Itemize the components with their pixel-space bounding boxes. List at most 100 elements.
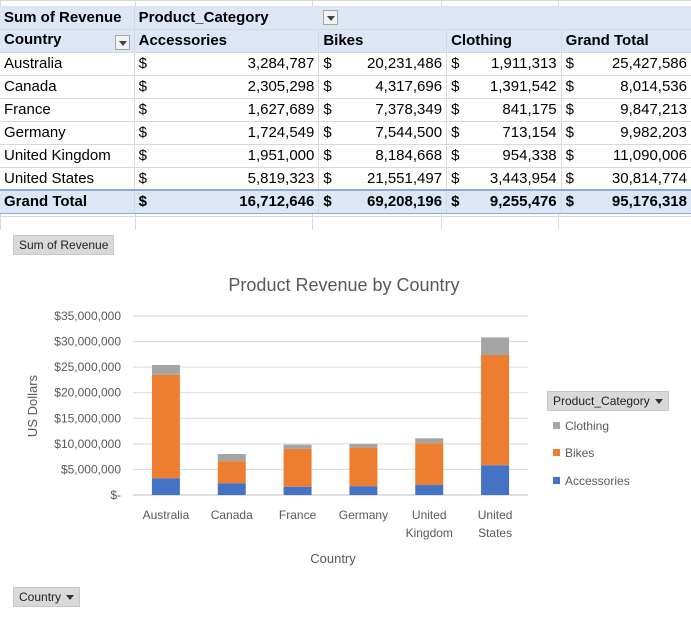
y-tick-label: $35,000,000 [54, 309, 121, 323]
pivot-table: Sum of Revenue Product_Category Country … [0, 6, 691, 214]
currency-symbol: $ [318, 144, 342, 168]
bar-accessories [349, 486, 378, 495]
pivot-cell-clothing: 954,338 [468, 144, 562, 168]
legend-swatch-clothing [553, 422, 560, 429]
pivot-row-field: Country [0, 29, 135, 53]
pivot-cell-accessories: 3,284,787 [157, 52, 320, 76]
currency-symbol: $ [561, 98, 583, 122]
pivot-column-field: Product_Category [134, 6, 342, 30]
row-filter-dropdown-icon[interactable] [114, 35, 130, 50]
legend-swatch-accessories [553, 477, 560, 484]
bar-bikes [349, 447, 378, 487]
pivot-cell-bikes: 20,231,486 [341, 52, 448, 76]
pivot-cell-accessories: 1,627,689 [157, 98, 320, 122]
pivot-cell-grand-total: 11,090,006 [582, 144, 691, 168]
pivot-row-country: United Kingdom [0, 144, 135, 168]
x-tick-label: Kingdom [406, 526, 453, 540]
grand-total-clothing: 9,255,476 [468, 189, 562, 214]
currency-symbol: $ [134, 52, 158, 76]
legend-swatch-bikes [553, 449, 560, 456]
pivot-cell-grand-total: 9,847,213 [582, 98, 691, 122]
pivot-cell-bikes: 7,544,500 [341, 121, 448, 145]
bar-bikes [151, 374, 180, 479]
currency-symbol: $ [318, 98, 342, 122]
pivot-row: Canada $2,305,298 $4,317,696 $1,391,542 $8,0… [0, 75, 691, 99]
pivot-row: Australia $3,284,787 $20,231,486 $1,911,313… [0, 52, 691, 76]
currency-symbol: $ [134, 98, 158, 122]
bar-bikes [481, 355, 510, 466]
currency-symbol: $ [318, 121, 342, 145]
pivot-cell-bikes: 7,378,349 [341, 98, 448, 122]
bar-bikes [217, 461, 246, 484]
pivot-row-country: Canada [0, 75, 135, 99]
y-tick-label: $20,000,000 [54, 386, 121, 400]
pivot-row-country: France [0, 98, 135, 122]
pivot-row: United States $5,819,323 $21,551,497 $3,443… [0, 167, 691, 191]
currency-symbol: $ [134, 144, 158, 168]
currency-symbol: $ [446, 121, 469, 145]
grand-total-accessories: 16,712,646 [157, 189, 320, 214]
pivot-chart[interactable]: Sum of Revenue Product_Category Country … [0, 230, 691, 627]
currency-symbol: $ [134, 189, 158, 214]
pivot-col-header-accessories: Accessories [134, 29, 320, 53]
y-tick-label: $30,000,000 [54, 335, 121, 349]
x-tick-label: France [279, 508, 317, 522]
chevron-down-icon [654, 399, 663, 405]
legend-label-clothing: Clothing [565, 419, 609, 433]
currency-symbol: $ [318, 189, 342, 214]
currency-symbol: $ [446, 189, 469, 214]
currency-symbol: $ [561, 144, 583, 168]
sum-of-revenue-field-button[interactable]: Sum of Revenue [13, 235, 115, 255]
pivot-cell-accessories: 5,819,323 [157, 167, 320, 191]
pivot-row: United Kingdom $1,951,000 $8,184,668 $954,3… [0, 144, 691, 168]
currency-symbol: $ [446, 52, 469, 76]
bar-clothing [283, 444, 312, 449]
currency-symbol: $ [561, 189, 583, 214]
bar-accessories [481, 465, 510, 495]
pivot-cell-clothing: 713,154 [468, 121, 562, 145]
grand-total-overall: 95,176,318 [582, 189, 691, 214]
currency-symbol: $ [561, 52, 583, 76]
pivot-row: France $1,627,689 $7,378,349 $841,175 $9,847… [0, 98, 691, 122]
currency-symbol: $ [318, 75, 342, 99]
pivot-cell-clothing: 3,443,954 [468, 167, 562, 191]
x-tick-label: States [478, 526, 512, 540]
pivot-row: Germany $1,724,549 $7,544,500 $713,154 $9,98… [0, 121, 691, 145]
pivot-row-country: United States [0, 167, 135, 191]
legend-label-bikes: Bikes [565, 446, 594, 460]
currency-symbol: $ [446, 144, 469, 168]
column-filter-dropdown-icon[interactable] [322, 10, 338, 26]
currency-symbol: $ [446, 98, 469, 122]
x-axis-title: Country [310, 551, 356, 566]
bar-clothing [415, 438, 444, 444]
y-axis-title: US Dollars [25, 374, 40, 437]
pivot-cell-accessories: 2,305,298 [157, 75, 320, 99]
currency-symbol: $ [561, 75, 583, 99]
pivot-cell-accessories: 1,724,549 [157, 121, 320, 145]
pivot-cell-clothing: 1,391,542 [468, 75, 562, 99]
x-tick-label: United [478, 508, 513, 522]
pivot-cell-grand-total: 25,427,586 [582, 52, 691, 76]
bar-clothing [349, 443, 378, 448]
pivot-cell-clothing: 1,911,313 [468, 52, 562, 76]
country-field-button[interactable]: Country [13, 587, 81, 607]
product-category-field-button[interactable]: Product_Category [547, 391, 669, 411]
bar-clothing [481, 337, 510, 356]
currency-symbol: $ [318, 52, 342, 76]
bar-bikes [415, 443, 444, 486]
chart-title: Product Revenue by Country [228, 275, 459, 295]
pivot-cell-grand-total: 8,014,536 [582, 75, 691, 99]
bar-clothing [151, 364, 180, 375]
x-tick-label: Germany [339, 508, 388, 522]
x-tick-label: United [412, 508, 447, 522]
currency-symbol: $ [134, 75, 158, 99]
pivot-header-row-2: Country Accessories Bikes Clothing Grand… [0, 29, 691, 53]
pivot-value-label: Sum of Revenue [0, 6, 135, 30]
pivot-cell-bikes: 8,184,668 [341, 144, 448, 168]
pivot-cell-grand-total: 30,814,774 [582, 167, 691, 191]
currency-symbol: $ [134, 121, 158, 145]
pivot-grand-total-row: Grand Total $ 16,712,646 $ 69,208,196 $ … [0, 189, 691, 214]
y-tick-label: $15,000,000 [54, 411, 121, 425]
y-tick-label: $- [110, 488, 121, 502]
pivot-row-country: Australia [0, 52, 135, 76]
